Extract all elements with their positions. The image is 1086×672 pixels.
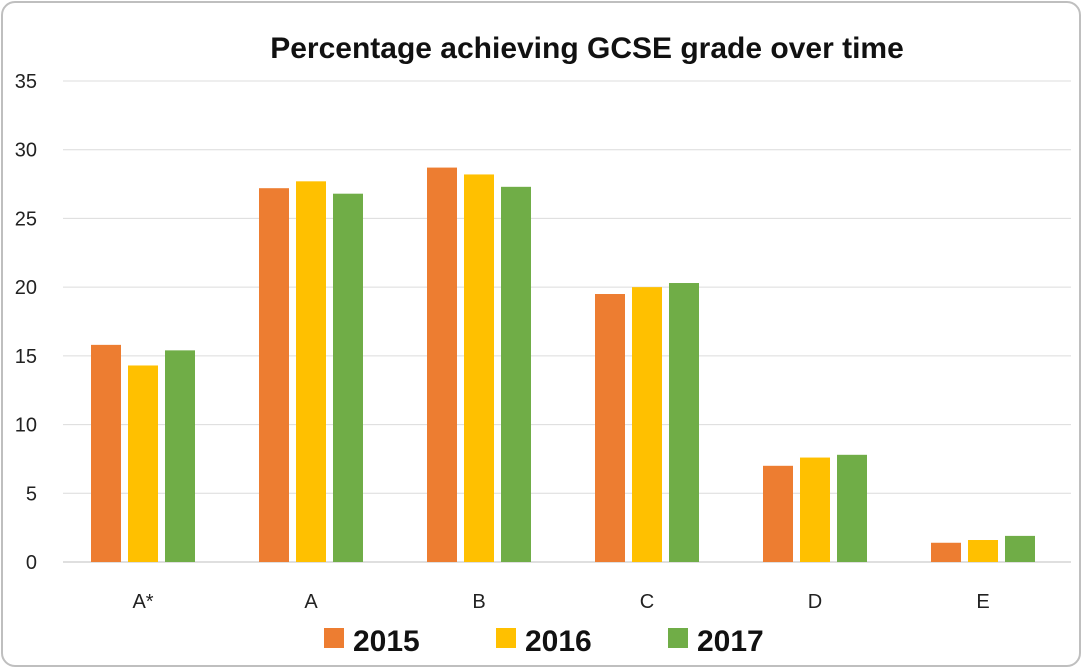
x-tick-label: B (472, 591, 485, 613)
legend-swatch-2015 (324, 628, 344, 648)
bar-2016-A* (128, 365, 158, 562)
bar-2016-D (800, 457, 830, 562)
y-tick-label: 10 (15, 415, 37, 437)
x-tick-label: E (976, 591, 989, 613)
bar-2017-B (501, 186, 531, 562)
bar-2017-D (837, 454, 867, 562)
x-tick-label: A (304, 591, 318, 613)
bar-2017-C (669, 283, 699, 562)
gridlines (63, 80, 1071, 563)
bar-2016-A (296, 181, 326, 562)
legend-label-2015: 2015 (353, 625, 420, 658)
y-axis-ticks: 0 5 10 15 20 25 30 35 (15, 71, 37, 574)
bar-2017-A* (165, 350, 195, 562)
bar-2016-B (464, 174, 494, 563)
y-tick-label: 0 (26, 552, 37, 574)
x-tick-label: C (640, 591, 654, 613)
y-tick-label: 25 (15, 208, 37, 230)
bar-2016-E (968, 540, 998, 562)
x-tick-label: A* (132, 591, 153, 613)
y-tick-label: 20 (15, 277, 37, 299)
bar-2015-E (931, 542, 961, 562)
bar-2015-D (763, 465, 793, 562)
x-tick-label: D (808, 591, 822, 613)
chart-title: Percentage achieving GCSE grade over tim… (270, 32, 904, 65)
chart-canvas: Percentage achieving GCSE grade over tim… (15, 32, 1071, 658)
bar-2015-A (259, 188, 289, 563)
bar-2017-E (1005, 535, 1035, 562)
bars (91, 167, 1035, 563)
legend-label-2016: 2016 (525, 625, 592, 658)
y-tick-label: 35 (15, 71, 37, 93)
bar-2015-C (595, 294, 625, 562)
bar-2017-A (333, 193, 363, 563)
y-tick-label: 30 (15, 140, 37, 162)
bar-2015-B (427, 167, 457, 562)
y-tick-label: 15 (15, 346, 37, 368)
legend-label-2017: 2017 (697, 625, 764, 658)
y-tick-label: 5 (26, 483, 37, 505)
bar-2016-C (632, 287, 662, 562)
legend-swatch-2017 (668, 628, 688, 648)
legend: 2015 2016 2017 (324, 625, 764, 658)
legend-swatch-2016 (496, 628, 516, 648)
x-axis-ticks: A* A B C D E (132, 591, 989, 613)
bar-2015-A* (91, 344, 121, 562)
